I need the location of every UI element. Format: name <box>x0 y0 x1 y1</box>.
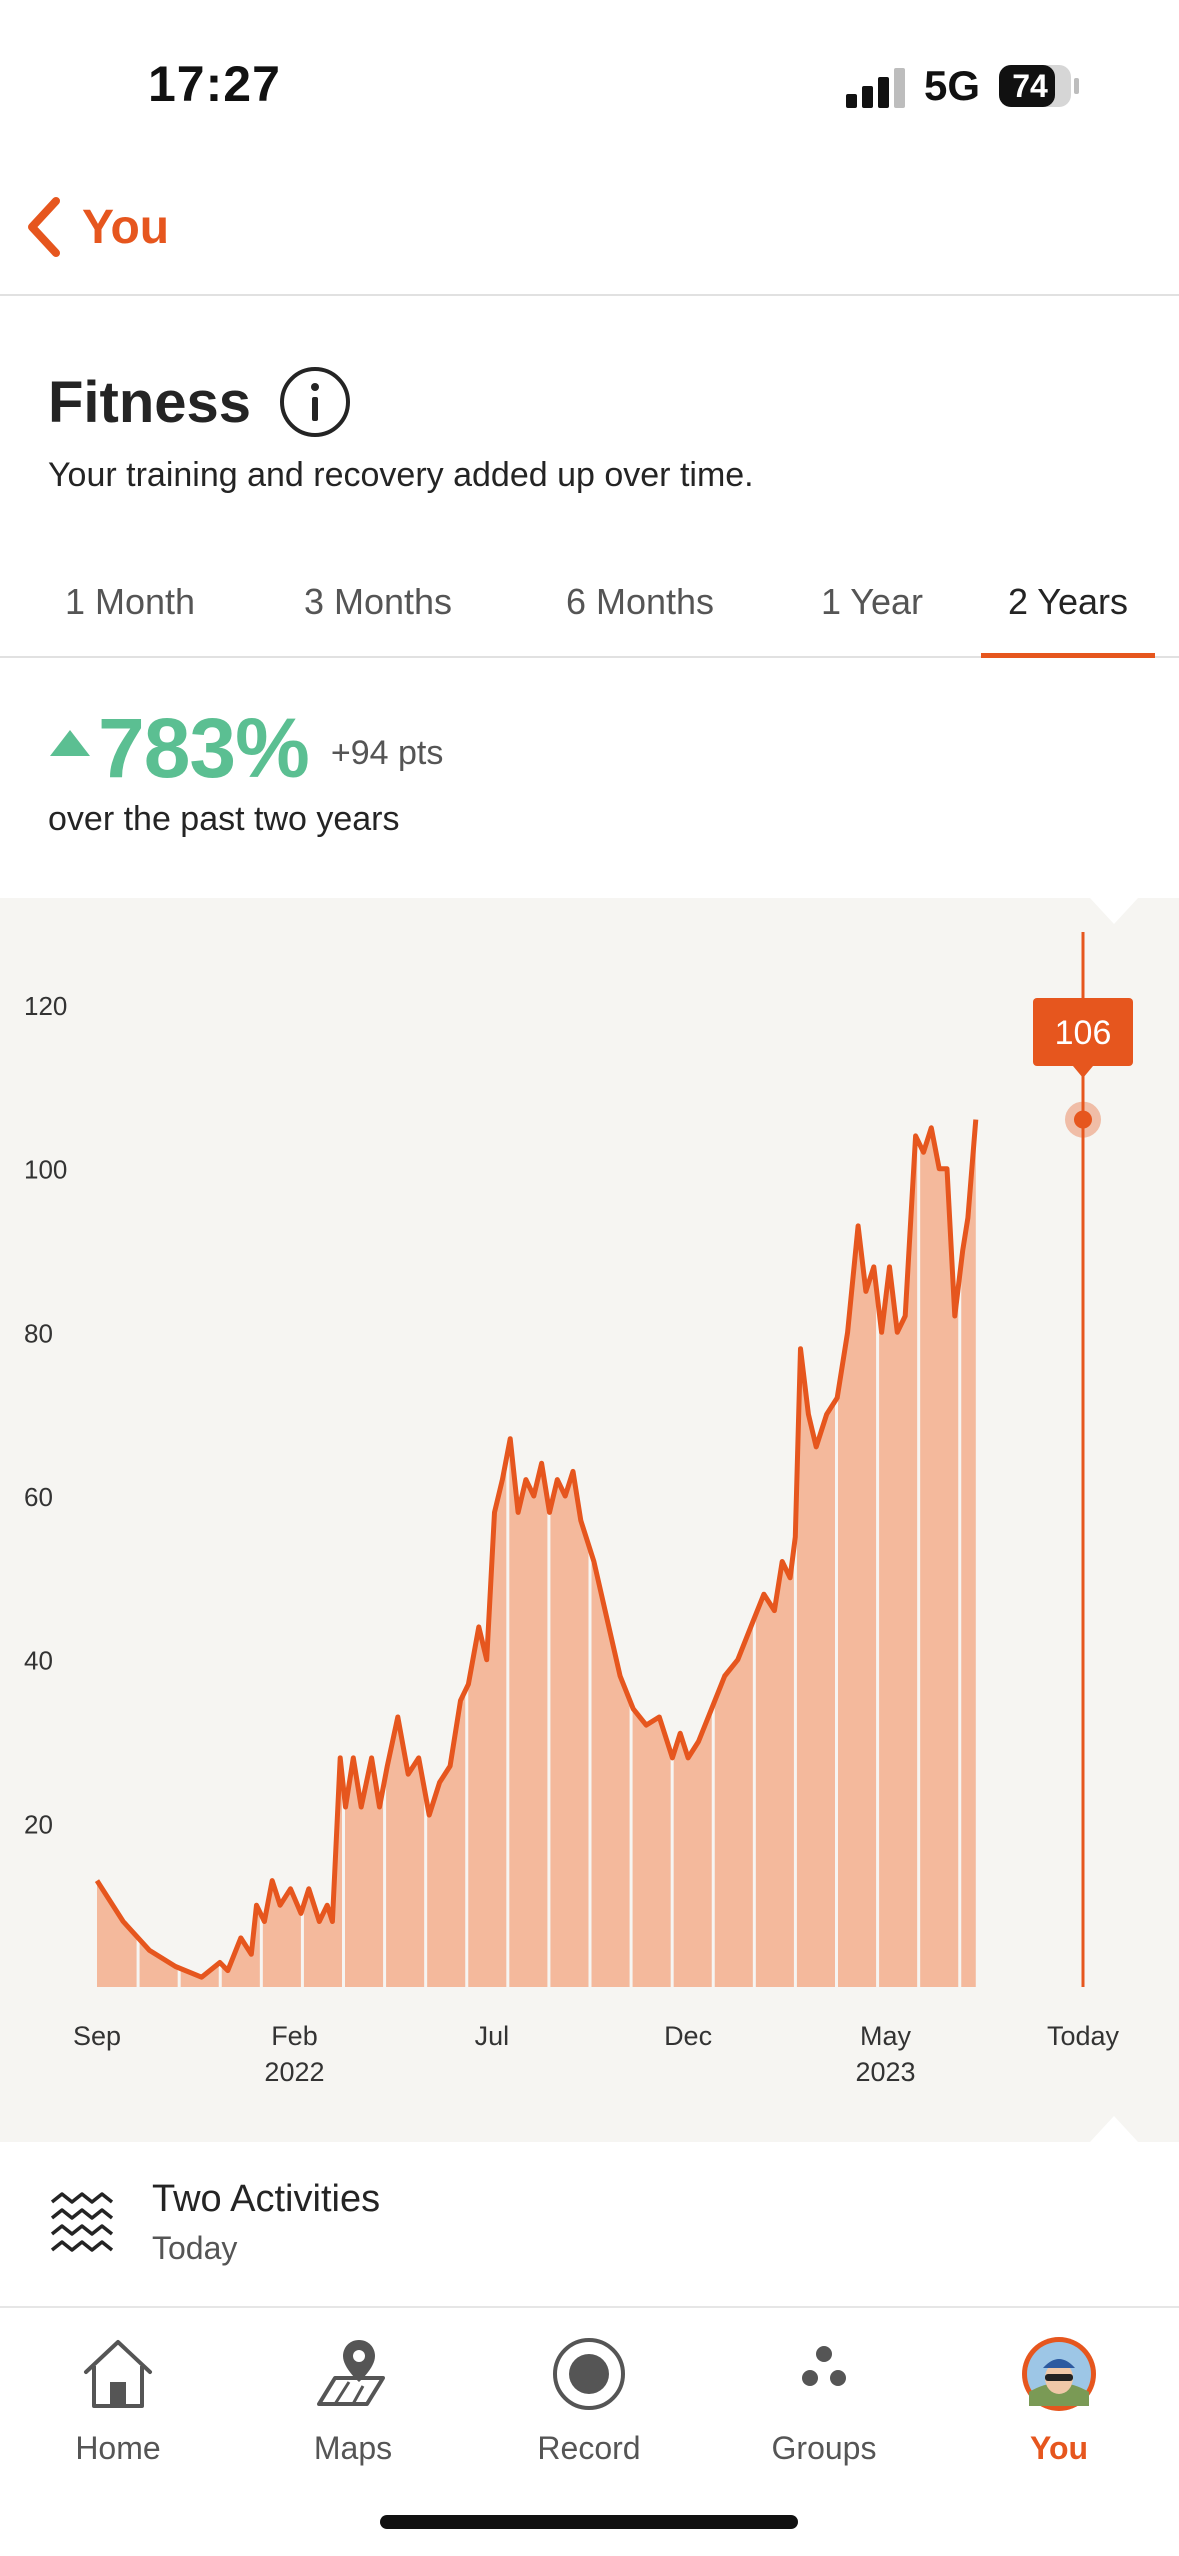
y-tick-label: 100 <box>24 1155 67 1185</box>
tab-maps[interactable]: Maps <box>253 2318 453 2468</box>
fitness-summary: 783% +94 pts <box>48 700 443 797</box>
tab-groups[interactable]: Groups <box>724 2318 924 2468</box>
info-icon[interactable] <box>279 366 351 438</box>
tab-3-months[interactable]: 3 Months <box>303 581 453 622</box>
y-tick-label: 20 <box>24 1809 53 1839</box>
signal-icon <box>846 68 905 108</box>
y-tick-label: 60 <box>24 1482 53 1512</box>
activity-row[interactable]: Two Activities Today <box>0 2142 1179 2308</box>
back-button[interactable]: You <box>24 195 169 259</box>
fitness-points: +94 pts <box>330 733 444 772</box>
activity-date: Today <box>152 2230 238 2266</box>
fitness-chart[interactable]: 20 40 60 80 100 120 Sep Feb 2022 Jul Dec May 2023 Tod… <box>0 898 1179 2142</box>
tab-maps-label: Maps <box>313 2430 393 2466</box>
tab-2-years[interactable]: 2 Years <box>981 548 1155 658</box>
tab-1-year[interactable]: 1 Year <box>820 581 924 622</box>
tab-you[interactable]: You <box>959 2318 1159 2468</box>
activity-title: Two Activities <box>152 2178 381 2220</box>
tooltip-box <box>1033 998 1133 1066</box>
tab-record-label: Record <box>537 2430 641 2466</box>
fitness-area <box>97 1119 976 1987</box>
home-icon <box>84 2340 152 2408</box>
back-label: You <box>82 200 170 254</box>
fitness-line <box>94 1119 979 1980</box>
tab-you-label: You <box>1029 2430 1089 2466</box>
record-icon <box>553 2338 625 2410</box>
network-label: 5G <box>924 62 981 109</box>
tooltip-value: 106 <box>1055 1014 1112 1052</box>
x-tick-label: Today <box>1047 2021 1120 2051</box>
avatar <box>1022 2337 1096 2411</box>
bottom-tab-bar: Home Maps Record Groups <box>0 2308 1179 2556</box>
page-subtitle: Your training and recovery added up over… <box>48 456 754 494</box>
activity-waves-icon <box>50 2192 114 2252</box>
tab-home[interactable]: Home <box>18 2318 218 2468</box>
x-tick-label: May <box>860 2021 912 2051</box>
tab-home-label: Home <box>75 2430 161 2466</box>
tab-6-months[interactable]: 6 Months <box>565 581 715 622</box>
home-indicator <box>380 2515 798 2529</box>
fitness-title-row: Fitness <box>48 366 351 438</box>
y-tick-label: 120 <box>24 991 67 1021</box>
triangle-up-icon <box>50 729 90 756</box>
status-time: 17:27 <box>148 56 281 112</box>
tab-1-month[interactable]: 1 Month <box>64 581 196 622</box>
x-tick-year: 2022 <box>264 2057 324 2087</box>
nav-header: You <box>0 160 1179 296</box>
x-tick-label: Feb <box>271 2021 318 2051</box>
status-bar: 17:27 5G 74 <box>0 0 1179 160</box>
summary-period: over the past two years <box>48 800 400 838</box>
page-title: Fitness <box>48 369 252 435</box>
x-tick-label: Jul <box>475 2021 510 2051</box>
range-tabs: 1 Month 3 Months 6 Months 1 Year 2 Years <box>0 548 1179 658</box>
highlight-point <box>1074 1110 1092 1129</box>
tab-record[interactable]: Record <box>489 2318 689 2468</box>
battery-level: 74 <box>1012 68 1048 104</box>
tooltip-pointer <box>1073 1066 1093 1078</box>
x-tick-year: 2023 <box>855 2057 915 2087</box>
y-tick-label: 40 <box>24 1646 53 1676</box>
fitness-change-percent: 783% <box>98 701 310 795</box>
fitness-chart-svg: 20 40 60 80 100 120 Sep Feb 2022 Jul Dec May 2023 Tod… <box>0 898 1179 2142</box>
tab-groups-label: Groups <box>771 2430 877 2466</box>
map-pin-icon <box>317 2340 385 2406</box>
battery-icon <box>999 65 1079 107</box>
y-tick-label: 80 <box>24 1318 53 1348</box>
area-mask <box>97 1000 1083 1978</box>
chevron-left-icon <box>28 197 60 257</box>
groups-icon <box>802 2346 846 2386</box>
x-tick-label: Sep <box>73 2021 121 2051</box>
x-tick-label: Dec <box>664 2021 712 2051</box>
